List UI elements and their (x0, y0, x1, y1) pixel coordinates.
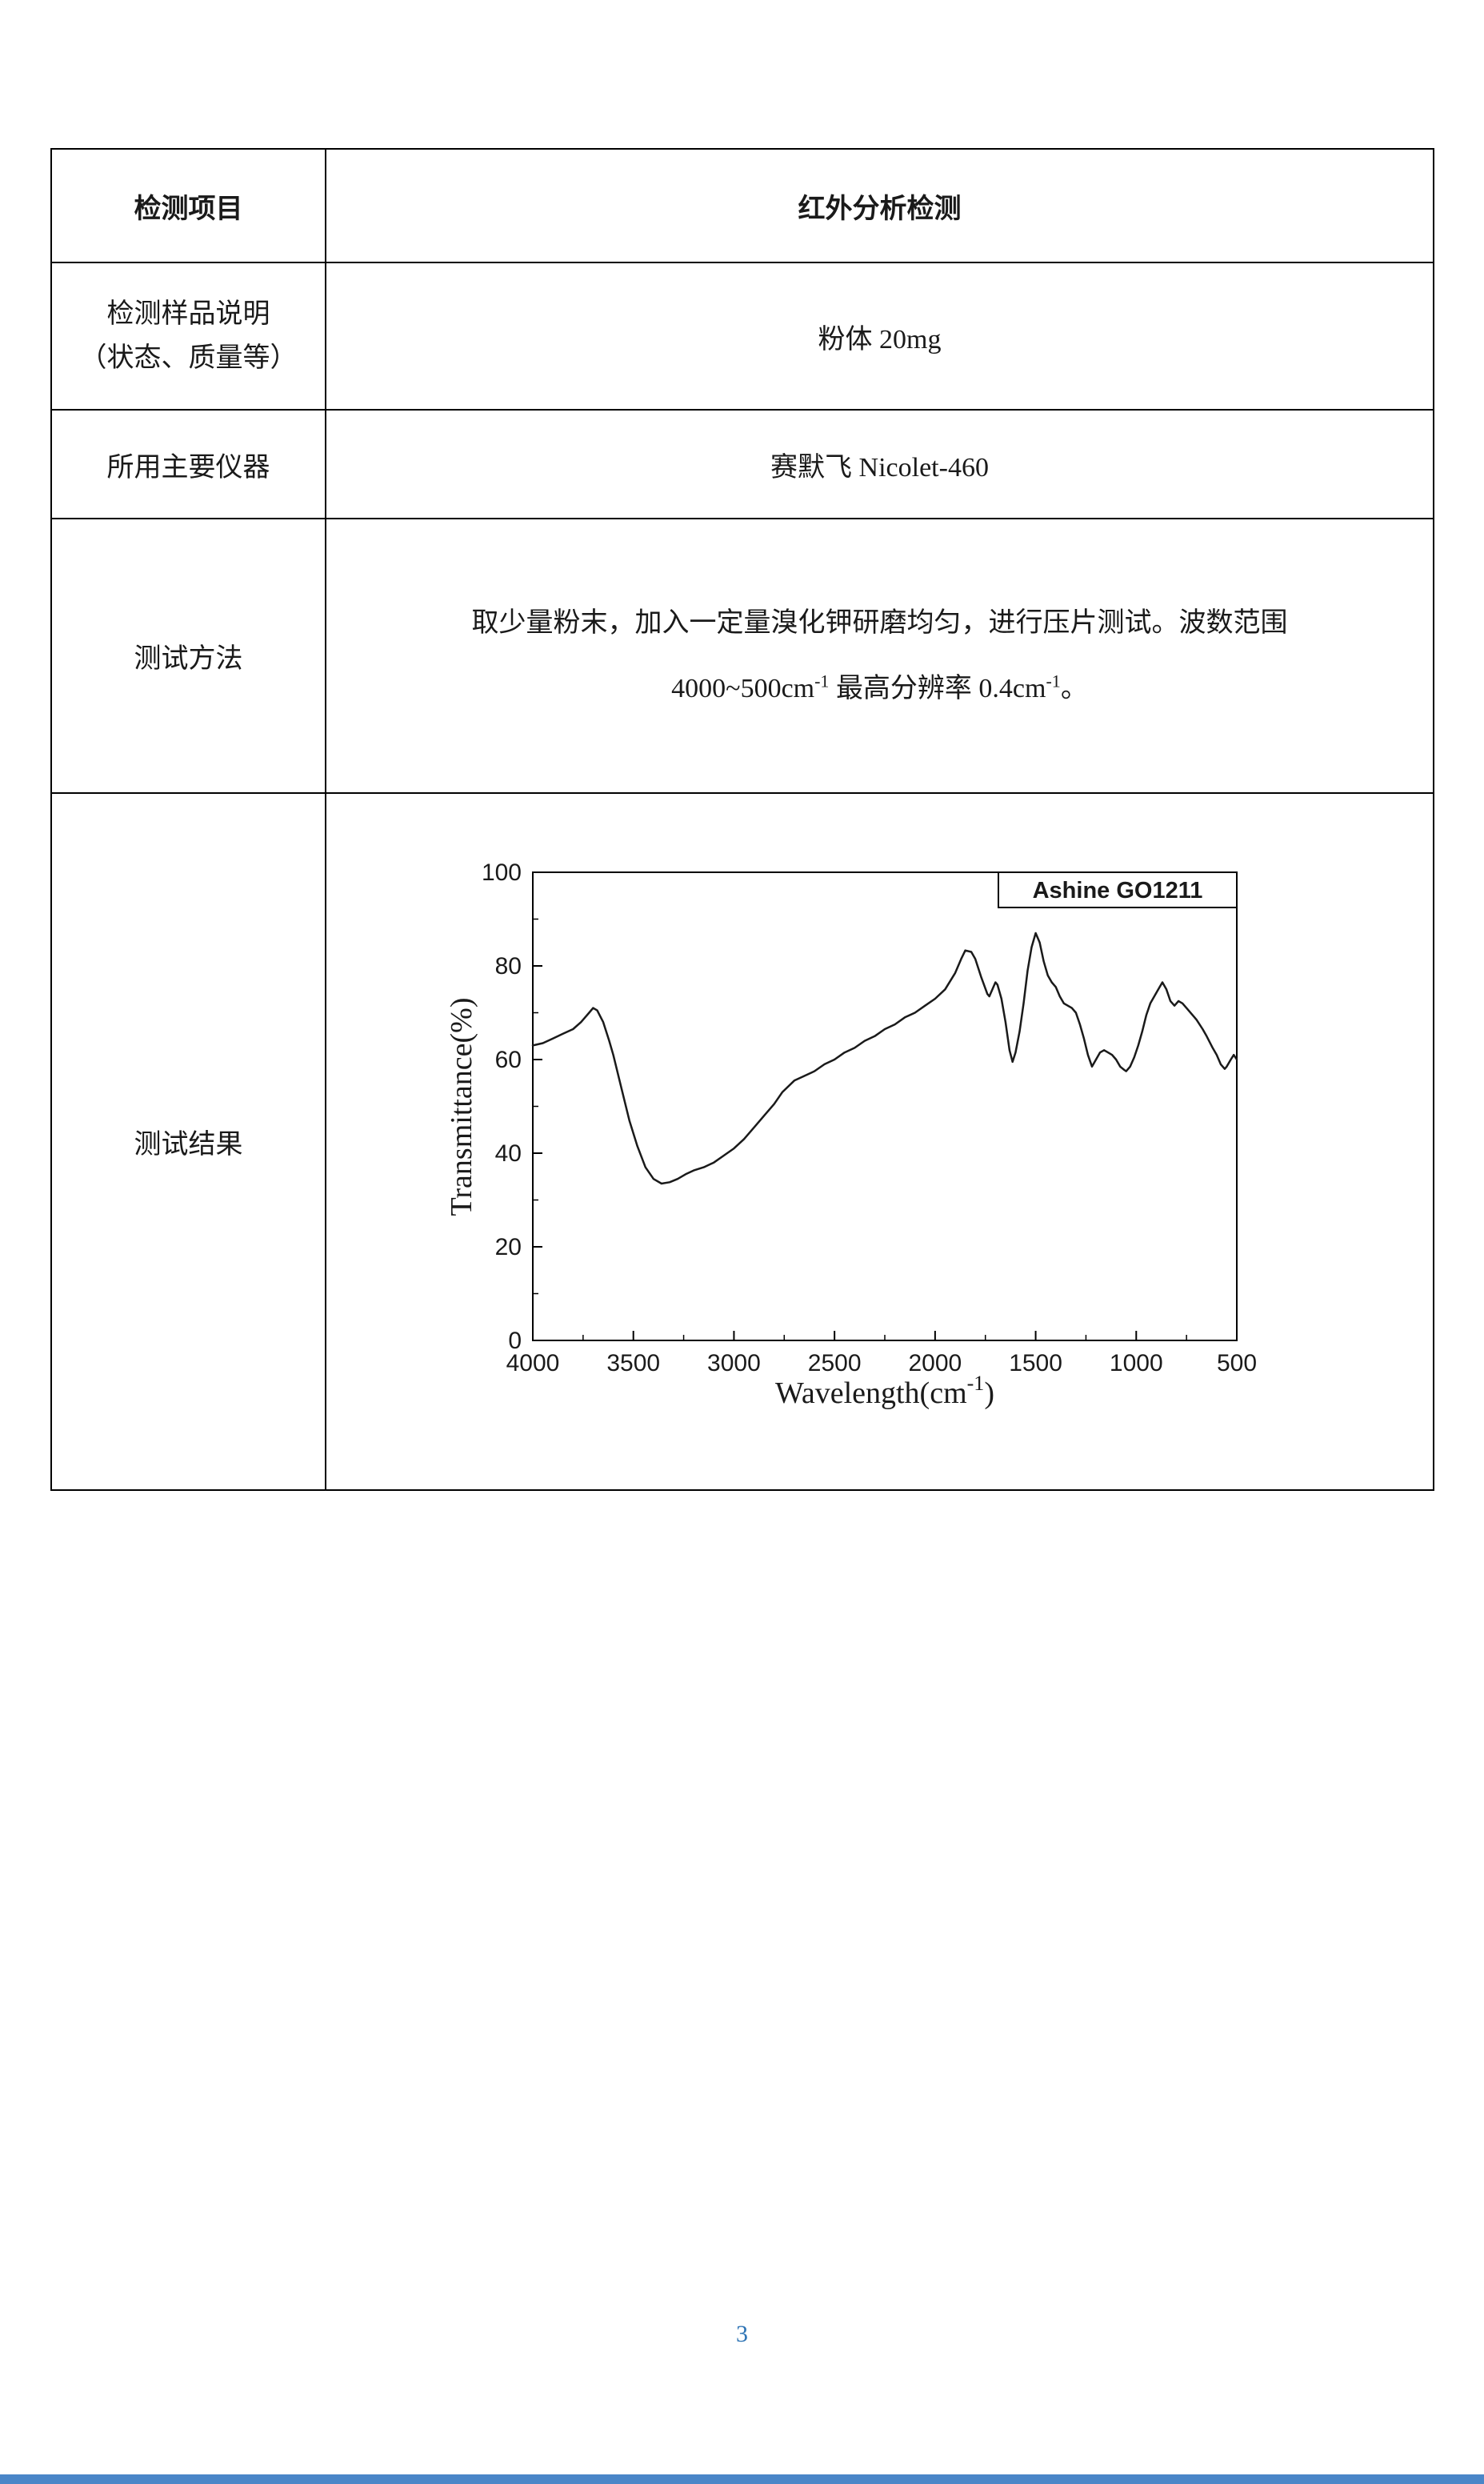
svg-text:500: 500 (1217, 1350, 1257, 1376)
spectrum-line (531, 932, 1238, 1185)
svg-text:80: 80 (495, 953, 522, 980)
x-axis-title: Wavelength(cm-1) (775, 1372, 994, 1410)
svg-text:1500: 1500 (1009, 1350, 1062, 1376)
svg-text:2500: 2500 (808, 1350, 862, 1376)
table-row-result: 测试结果 4000 3500 3000 2500 2000 1500 1000 500 0 20… (50, 792, 1434, 1491)
result-label: 测试结果 (50, 792, 326, 1491)
x-axis-title-superscript: -1 (967, 1372, 985, 1395)
method-superscript-1: -1 (814, 671, 830, 691)
sample-description-value: 粉体 20mg (325, 262, 1434, 411)
page-bottom-edge-bar (0, 2474, 1484, 2484)
method-resolution-text: 最高分辨率 0.4cm (829, 673, 1046, 703)
method-text-line2: 4000~500cm-1 最高分辨率 0.4cm-1。 (354, 656, 1406, 722)
method-value: 取少量粉末，加入一定量溴化钾研磨均匀，进行压片测试。波数范围 4000~500c… (325, 518, 1434, 794)
svg-text:3000: 3000 (707, 1350, 761, 1376)
method-text-line1: 取少量粉末，加入一定量溴化钾研磨均匀，进行压片测试。波数范围 (471, 607, 1288, 638)
svg-text:3500: 3500 (606, 1350, 660, 1376)
table-row-sample: 检测样品说明 （状态、质量等） 粉体 20mg (50, 262, 1434, 411)
test-report-table: 检测项目 红外分析检测 检测样品说明 （状态、质量等） 粉体 20mg 所用主要… (50, 148, 1434, 1491)
svg-text:40: 40 (495, 1140, 522, 1167)
svg-text:0: 0 (508, 1328, 522, 1354)
svg-text:20: 20 (495, 1234, 522, 1260)
legend-box (998, 871, 1238, 908)
method-range-text: 4000~500cm (671, 673, 815, 703)
svg-text:60: 60 (495, 1047, 522, 1073)
svg-text:1000: 1000 (1110, 1350, 1163, 1376)
sample-description-label-line2: （状态、质量等） (79, 343, 298, 373)
x-axis-title-close: ) (984, 1376, 994, 1410)
x-tick-labels: 4000 3500 3000 2500 2000 1500 1000 500 (506, 1350, 1257, 1376)
table-row-instrument: 所用主要仪器 赛默飞 Nicolet-460 (50, 409, 1434, 519)
method-period: 。 (1060, 673, 1088, 703)
legend-label: Ashine GO1211 (1033, 878, 1203, 903)
axis-ticks (532, 871, 1238, 1341)
test-item-value: 红外分析检测 (325, 148, 1434, 263)
method-superscript-2: -1 (1046, 671, 1061, 691)
sample-description-label-line1: 检测样品说明 (106, 298, 270, 329)
table-row-method: 测试方法 取少量粉末，加入一定量溴化钾研磨均匀，进行压片测试。波数范围 4000… (50, 518, 1434, 794)
test-item-label: 检测项目 (50, 148, 326, 263)
method-label: 测试方法 (50, 518, 326, 794)
y-axis-title: Transmittance(%) (445, 998, 478, 1216)
plot-area-border (532, 871, 1238, 1341)
instrument-label: 所用主要仪器 (50, 409, 326, 519)
ftir-chart: 4000 3500 3000 2500 2000 1500 1000 500 0 20 40 60 8… (445, 859, 1257, 1410)
page-number: 3 (736, 2321, 748, 2347)
svg-text:4000: 4000 (506, 1350, 560, 1376)
svg-text:100: 100 (482, 859, 522, 886)
y-tick-labels: 0 20 40 60 80 100 (482, 859, 522, 1354)
instrument-value: 赛默飞 Nicolet-460 (325, 409, 1434, 519)
x-axis-title-main: Wavelength(cm (775, 1376, 967, 1410)
table-row-test-item: 检测项目 红外分析检测 (50, 148, 1434, 263)
ftir-chart-container: 4000 3500 3000 2500 2000 1500 1000 500 0 20 40 60 8… (441, 852, 1289, 1412)
sample-description-label: 检测样品说明 （状态、质量等） (50, 262, 326, 411)
result-value: 4000 3500 3000 2500 2000 1500 1000 500 0 20 40 60 8… (325, 792, 1434, 1491)
svg-text:2000: 2000 (908, 1350, 962, 1376)
